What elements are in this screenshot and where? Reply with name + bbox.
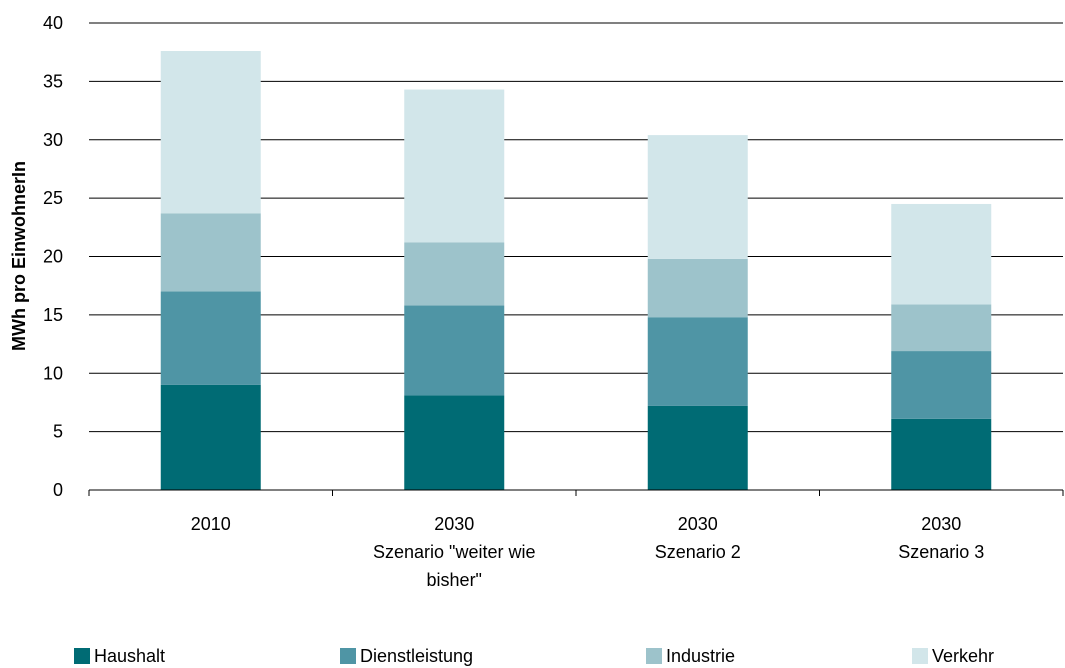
bar-dienstleistung-1 bbox=[404, 305, 505, 396]
legend-swatch-dienstleistung bbox=[340, 648, 356, 664]
bar-dienstleistung-3 bbox=[891, 351, 992, 419]
legend-swatch-industrie bbox=[646, 648, 662, 664]
y-tick-label: 40 bbox=[43, 13, 63, 33]
x-tick-label: 2030 bbox=[434, 514, 474, 534]
legend-label-industrie: Industrie bbox=[666, 646, 735, 666]
legend-swatch-haushalt bbox=[74, 648, 90, 664]
y-tick-label: 0 bbox=[53, 480, 63, 500]
bar-dienstleistung-2 bbox=[647, 317, 748, 406]
axes bbox=[88, 489, 1064, 496]
bar-verkehr-3 bbox=[891, 203, 992, 305]
x-tick-labels: 2010 2030 Szenario "weiter wie bisher" 2030 S… bbox=[191, 514, 985, 590]
bar-haushalt-1 bbox=[404, 395, 505, 490]
bar-verkehr-2 bbox=[647, 135, 748, 259]
y-tick-labels: 0 5 10 15 20 25 30 35 40 bbox=[43, 13, 63, 500]
x-tick-label: Szenario "weiter wie bbox=[373, 542, 535, 562]
x-tick-label: Szenario 3 bbox=[898, 542, 984, 562]
legend-label-haushalt: Haushalt bbox=[94, 646, 165, 666]
x-tick-label: Szenario 2 bbox=[655, 542, 741, 562]
y-tick-label: 10 bbox=[43, 363, 63, 383]
x-tick-label: bisher" bbox=[427, 570, 482, 590]
bar-industrie-1 bbox=[404, 242, 505, 306]
y-axis-label: MWh pro EinwohnerIn bbox=[9, 161, 29, 351]
y-tick-label: 30 bbox=[43, 130, 63, 150]
x-tick-label: 2030 bbox=[678, 514, 718, 534]
bar-industrie-3 bbox=[891, 304, 992, 352]
legend: Haushalt Dienstleistung Industrie Verkehr bbox=[74, 646, 994, 666]
x-tick-label: 2010 bbox=[191, 514, 231, 534]
bar-haushalt-2 bbox=[647, 405, 748, 490]
bar-industrie-2 bbox=[647, 258, 748, 318]
bar-haushalt-3 bbox=[891, 418, 992, 490]
x-tick-label: 2030 bbox=[921, 514, 961, 534]
y-tick-label: 15 bbox=[43, 305, 63, 325]
legend-swatch-verkehr bbox=[912, 648, 928, 664]
bar-verkehr-1 bbox=[404, 89, 505, 243]
y-tick-label: 25 bbox=[43, 188, 63, 208]
bar-verkehr-0 bbox=[160, 51, 261, 214]
legend-label-dienstleistung: Dienstleistung bbox=[360, 646, 473, 666]
y-tick-label: 35 bbox=[43, 71, 63, 91]
bar-dienstleistung-0 bbox=[160, 291, 261, 385]
bar-haushalt-0 bbox=[160, 384, 261, 490]
bars bbox=[160, 51, 992, 490]
y-tick-label: 20 bbox=[43, 247, 63, 267]
y-tick-label: 5 bbox=[53, 422, 63, 442]
legend-label-verkehr: Verkehr bbox=[932, 646, 994, 666]
bar-industrie-0 bbox=[160, 213, 261, 292]
